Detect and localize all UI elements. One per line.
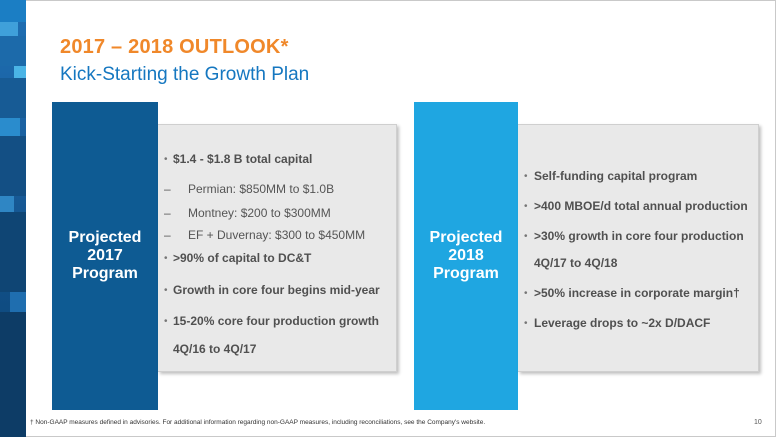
montney-item: Montney: $200 to $300MM — [188, 206, 331, 220]
permian-item: Permian: $850MM to $1.0B — [188, 182, 335, 196]
bullet-icon: • — [164, 154, 168, 165]
margin-item: >50% increase in corporate margin† — [534, 286, 740, 300]
bullet-icon: • — [524, 171, 528, 182]
dash-icon: – — [164, 228, 171, 242]
bullet-icon: • — [164, 316, 168, 327]
self-funding-item: Self-funding capital program — [534, 169, 698, 183]
mboe-item: >400 MBOE/d total annual production — [534, 199, 748, 213]
core-growth-period: 4Q/17 to 4Q/18 — [534, 256, 618, 270]
bullet-icon: • — [524, 318, 528, 329]
production-item: 15-20% core four production growth — [173, 314, 380, 328]
bullet-icon: • — [524, 231, 528, 242]
core-growth-item: >30% growth in core four production — [534, 229, 744, 243]
bullet-icon: • — [164, 253, 168, 264]
footnote: † Non-GAAP measures defined in advisorie… — [30, 419, 486, 426]
dash-icon: – — [164, 206, 171, 220]
decorative-side-strip — [0, 0, 26, 437]
program-2018-details: • Self-funding capital program • >400 MB… — [518, 124, 759, 372]
growth-item: Growth in core four begins mid-year — [173, 283, 380, 297]
dct-item: >90% of capital to DC&T — [173, 251, 312, 265]
leverage-item: Leverage drops to ~2x D/DACF — [534, 316, 711, 330]
capital-item: $1.4 - $1.8 B total capital — [173, 152, 313, 166]
program-2017-label: Projected 2017 Program — [68, 229, 142, 282]
bullet-icon: • — [524, 288, 528, 299]
page-number: 10 — [754, 419, 762, 426]
program-2018-label-box: Projected 2018 Program — [414, 102, 518, 410]
bullet-icon: • — [524, 201, 528, 212]
duvernay-item: EF + Duvernay: $300 to $450MM — [188, 228, 366, 242]
program-2018-label: Projected 2018 Program — [429, 229, 503, 282]
slide-subtitle: Kick-Starting the Growth Plan — [60, 64, 310, 85]
dash-icon: – — [164, 182, 171, 196]
slide-title: 2017 – 2018 OUTLOOK* — [60, 36, 289, 58]
bullet-icon: • — [164, 285, 168, 296]
program-2017-label-box: Projected 2017 Program — [52, 102, 158, 410]
program-2017-details: • $1.4 - $1.8 B total capital – Permian:… — [158, 124, 397, 372]
production-item-period: 4Q/16 to 4Q/17 — [173, 342, 257, 356]
